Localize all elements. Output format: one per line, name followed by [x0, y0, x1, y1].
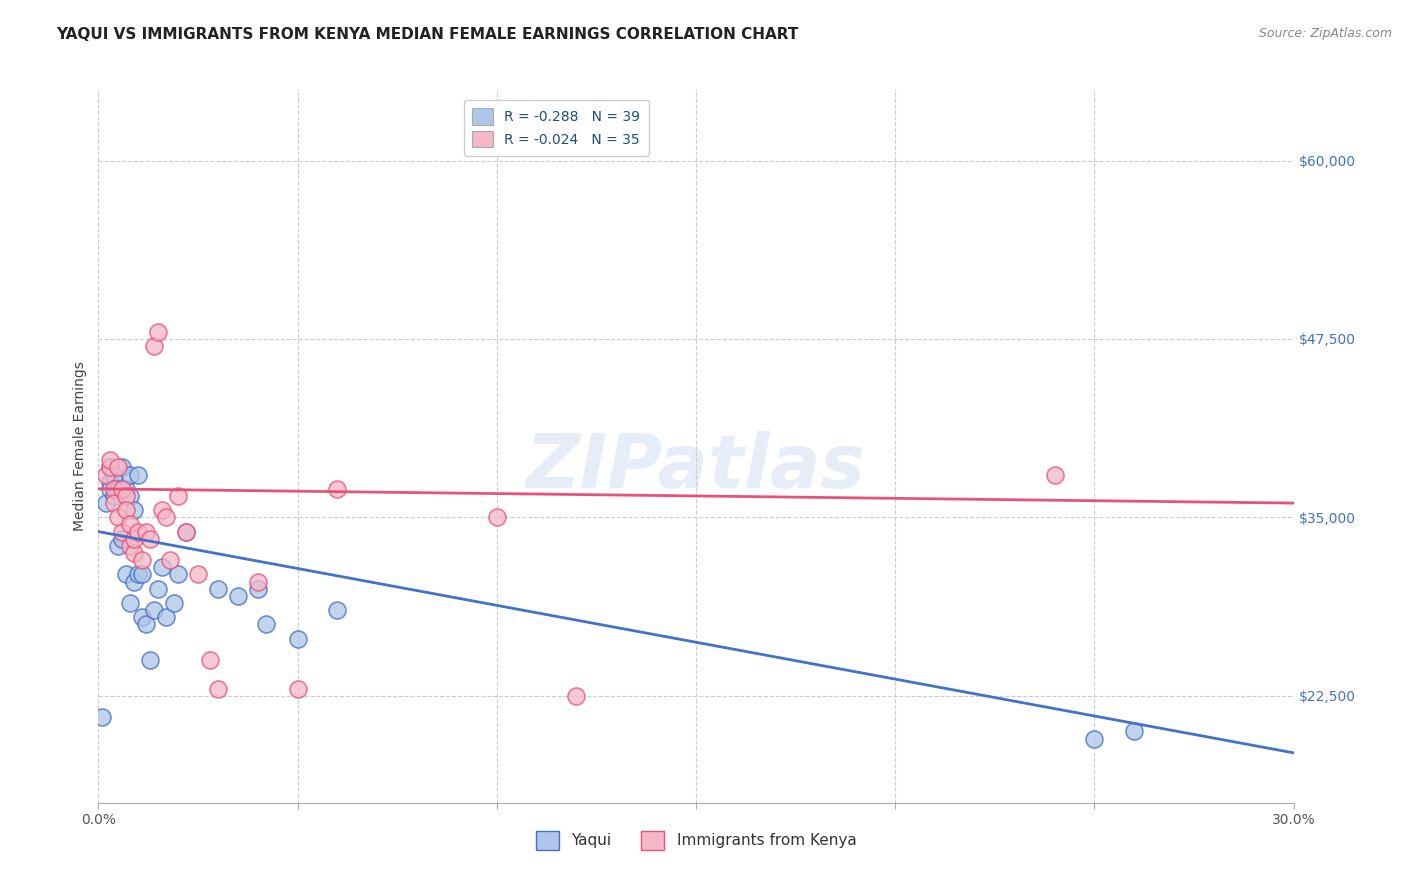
- Point: [107, 510, 129, 524]
- Point: [155, 610, 177, 624]
- Point: [127, 524, 149, 539]
- Point: [326, 482, 349, 496]
- Point: [150, 560, 173, 574]
- Point: [103, 467, 125, 482]
- Point: [103, 496, 125, 510]
- Point: [150, 503, 173, 517]
- Point: [167, 489, 190, 503]
- Point: [174, 524, 197, 539]
- Point: [143, 603, 166, 617]
- Point: [167, 567, 190, 582]
- Point: [98, 482, 122, 496]
- Point: [254, 617, 277, 632]
- Point: [107, 539, 129, 553]
- Point: [111, 460, 134, 475]
- Point: [91, 710, 114, 724]
- Point: [124, 532, 146, 546]
- Point: [124, 503, 146, 517]
- Text: Source: ZipAtlas.com: Source: ZipAtlas.com: [1258, 27, 1392, 40]
- Text: YAQUI VS IMMIGRANTS FROM KENYA MEDIAN FEMALE EARNINGS CORRELATION CHART: YAQUI VS IMMIGRANTS FROM KENYA MEDIAN FE…: [56, 27, 799, 42]
- Point: [103, 482, 125, 496]
- Point: [96, 496, 118, 510]
- Point: [120, 517, 142, 532]
- Point: [111, 532, 134, 546]
- Point: [1083, 731, 1105, 746]
- Point: [107, 460, 129, 475]
- Point: [246, 574, 269, 589]
- Point: [246, 582, 269, 596]
- Point: [98, 475, 122, 489]
- Point: [135, 617, 157, 632]
- Point: [287, 681, 309, 696]
- Point: [485, 510, 508, 524]
- Point: [326, 603, 349, 617]
- Point: [120, 467, 142, 482]
- Point: [103, 489, 125, 503]
- Point: [198, 653, 221, 667]
- Point: [159, 553, 181, 567]
- Point: [98, 453, 122, 467]
- Point: [131, 610, 153, 624]
- Point: [124, 546, 146, 560]
- Point: [107, 482, 129, 496]
- Point: [155, 510, 177, 524]
- Point: [131, 553, 153, 567]
- Point: [207, 582, 229, 596]
- Point: [115, 567, 138, 582]
- Point: [96, 467, 118, 482]
- Point: [98, 460, 122, 475]
- Point: [143, 339, 166, 353]
- Point: [115, 503, 138, 517]
- Point: [111, 524, 134, 539]
- Legend: Yaqui, Immigrants from Kenya: Yaqui, Immigrants from Kenya: [530, 825, 862, 855]
- Point: [174, 524, 197, 539]
- Point: [163, 596, 186, 610]
- Point: [120, 539, 142, 553]
- Point: [127, 467, 149, 482]
- Point: [565, 689, 588, 703]
- Point: [115, 482, 138, 496]
- Point: [111, 482, 134, 496]
- Point: [148, 325, 170, 339]
- Point: [287, 632, 309, 646]
- Point: [187, 567, 209, 582]
- Point: [1043, 467, 1066, 482]
- Point: [135, 524, 157, 539]
- Y-axis label: Median Female Earnings: Median Female Earnings: [73, 361, 87, 531]
- Text: ZIPatlas: ZIPatlas: [526, 431, 866, 504]
- Point: [131, 567, 153, 582]
- Point: [120, 596, 142, 610]
- Point: [148, 582, 170, 596]
- Point: [120, 489, 142, 503]
- Point: [98, 460, 122, 475]
- Point: [115, 489, 138, 503]
- Point: [207, 681, 229, 696]
- Point: [124, 574, 146, 589]
- Point: [127, 567, 149, 582]
- Point: [139, 653, 162, 667]
- Point: [226, 589, 249, 603]
- Point: [139, 532, 162, 546]
- Point: [1123, 724, 1146, 739]
